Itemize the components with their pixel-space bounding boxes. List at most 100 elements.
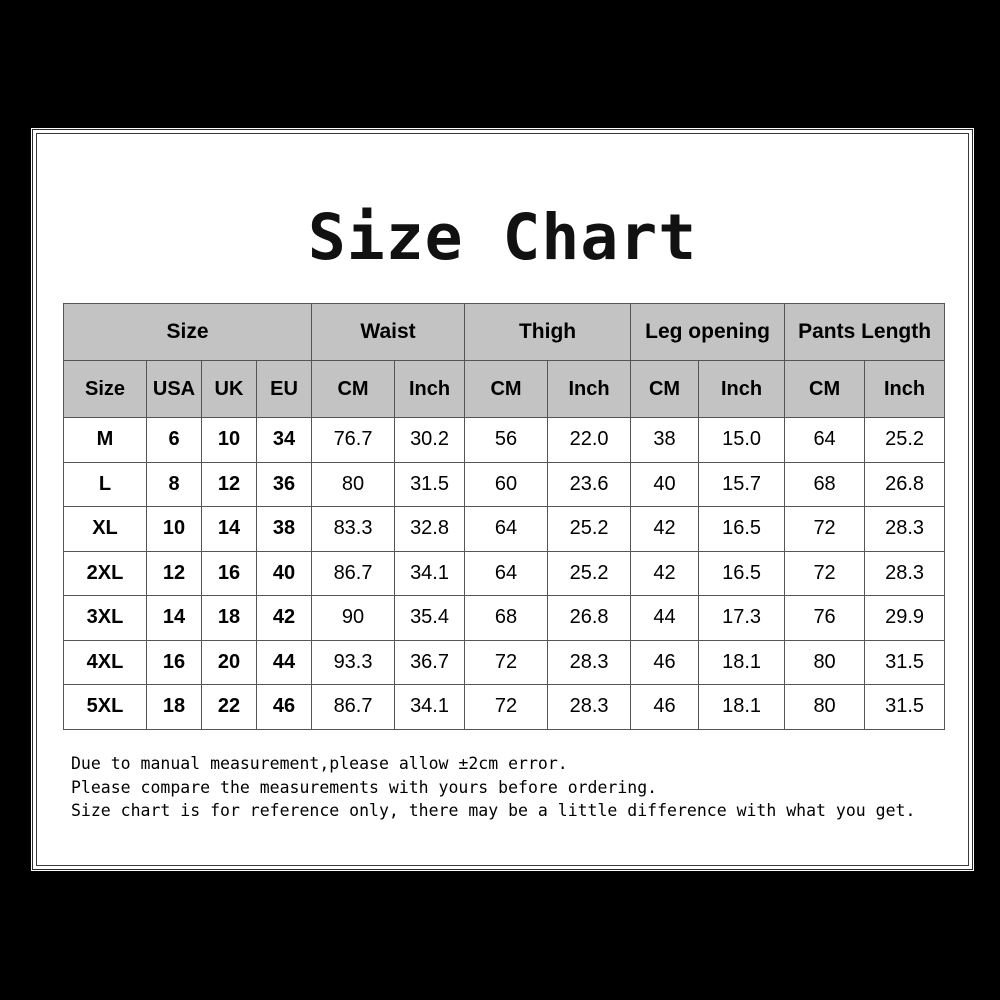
cell-leg-inch: 16.5 <box>698 506 786 552</box>
cell-size: 4XL <box>63 639 147 685</box>
cell-pants-inch: 26.8 <box>864 461 946 507</box>
page-title: Size Chart <box>307 201 698 274</box>
content-panel-inner: Size Chart Size Waist Thigh <box>36 133 969 866</box>
cell-eu: 40 <box>255 550 313 596</box>
cell-size: M <box>63 417 147 463</box>
cell-thigh-cm: 64 <box>464 506 549 552</box>
cell-leg-inch: 18.1 <box>698 684 786 730</box>
cell-waist-inch: 31.5 <box>394 461 466 507</box>
size-table: Size Waist Thigh Leg opening Pants Lengt… <box>62 303 946 730</box>
table-body: M 6 10 34 76.7 30.2 56 22.0 38 15.0 64 2… <box>63 417 946 730</box>
cell-thigh-cm: 68 <box>464 595 549 641</box>
group-header-waist: Waist <box>311 303 466 361</box>
cell-thigh-inch: 28.3 <box>547 639 632 685</box>
cell-leg-cm: 44 <box>630 595 700 641</box>
cell-usa: 6 <box>146 417 202 463</box>
cell-uk: 14 <box>201 506 257 552</box>
cell-uk: 22 <box>201 684 257 730</box>
cell-pants-cm: 80 <box>784 684 866 730</box>
group-header-row: Size Waist Thigh Leg opening Pants Lengt… <box>62 303 946 361</box>
cell-thigh-inch: 25.2 <box>547 506 632 552</box>
group-header-size: Size <box>62 303 313 361</box>
cell-waist-cm: 76.7 <box>311 417 396 463</box>
content-panel: Size Chart Size Waist Thigh <box>32 129 973 870</box>
cell-thigh-cm: 72 <box>464 684 549 730</box>
footnote-line-1: Due to manual measurement,please allow ±… <box>71 754 568 773</box>
cell-usa: 8 <box>146 461 202 507</box>
cell-usa: 12 <box>146 550 202 596</box>
cell-thigh-cm: 64 <box>464 550 549 596</box>
cell-uk: 18 <box>201 595 257 641</box>
cell-eu: 34 <box>255 417 313 463</box>
cell-thigh-inch: 28.3 <box>547 684 632 730</box>
cell-leg-cm: 42 <box>630 506 700 552</box>
cell-waist-inch: 30.2 <box>394 417 466 463</box>
table-row: 5XL 18 22 46 86.7 34.1 72 28.3 46 18.1 8… <box>63 684 946 730</box>
cell-size: XL <box>63 506 147 552</box>
cell-waist-inch: 32.8 <box>394 506 466 552</box>
footnote-block: Due to manual measurement,please allow ±… <box>71 752 961 823</box>
cell-size: L <box>63 461 147 507</box>
cell-thigh-inch: 23.6 <box>547 461 632 507</box>
cell-leg-cm: 46 <box>630 684 700 730</box>
sub-header-pants-inch: Inch <box>864 360 946 418</box>
cell-pants-cm: 72 <box>784 506 866 552</box>
cell-leg-inch: 15.0 <box>698 417 786 463</box>
table-row: L 8 12 36 80 31.5 60 23.6 40 15.7 68 26.… <box>63 461 946 507</box>
cell-usa: 14 <box>146 595 202 641</box>
cell-pants-inch: 28.3 <box>864 506 946 552</box>
cell-pants-inch: 31.5 <box>864 639 946 685</box>
cell-thigh-cm: 72 <box>464 639 549 685</box>
cell-pants-cm: 76 <box>784 595 866 641</box>
group-header-pants-length: Pants Length <box>784 303 946 361</box>
cell-size: 5XL <box>63 684 147 730</box>
cell-eu: 38 <box>255 506 313 552</box>
sub-header-pants-cm: CM <box>784 360 866 418</box>
cell-waist-cm: 90 <box>311 595 396 641</box>
cell-uk: 20 <box>201 639 257 685</box>
cell-size: 2XL <box>63 550 147 596</box>
sub-header-usa: USA <box>146 360 202 418</box>
sub-header-thigh-cm: CM <box>464 360 549 418</box>
cell-thigh-cm: 56 <box>464 417 549 463</box>
cell-usa: 16 <box>146 639 202 685</box>
cell-pants-inch: 25.2 <box>864 417 946 463</box>
group-header-thigh: Thigh <box>464 303 632 361</box>
table-row: XL 10 14 38 83.3 32.8 64 25.2 42 16.5 72… <box>63 506 946 552</box>
sub-header-eu: EU <box>255 360 313 418</box>
sub-header-row: Size USA UK EU CM Inch CM Inch CM Inch C… <box>63 360 946 418</box>
sub-header-size: Size <box>63 360 147 418</box>
cell-waist-inch: 36.7 <box>394 639 466 685</box>
cell-leg-cm: 42 <box>630 550 700 596</box>
cell-eu: 42 <box>255 595 313 641</box>
cell-usa: 10 <box>146 506 202 552</box>
cell-thigh-inch: 22.0 <box>547 417 632 463</box>
footnote-line-3: Size chart is for reference only, there … <box>71 801 916 820</box>
cell-waist-inch: 34.1 <box>394 550 466 596</box>
cell-thigh-inch: 25.2 <box>547 550 632 596</box>
sub-header-leg-inch: Inch <box>698 360 786 418</box>
sub-header-waist-inch: Inch <box>394 360 466 418</box>
size-table-container: Size Waist Thigh Leg opening Pants Lengt… <box>62 303 946 730</box>
cell-leg-inch: 15.7 <box>698 461 786 507</box>
cell-eu: 44 <box>255 639 313 685</box>
cell-pants-cm: 68 <box>784 461 866 507</box>
cell-leg-inch: 16.5 <box>698 550 786 596</box>
cell-pants-inch: 29.9 <box>864 595 946 641</box>
cell-leg-cm: 38 <box>630 417 700 463</box>
footnote-line-2: Please compare the measurements with you… <box>71 777 658 797</box>
cell-usa: 18 <box>146 684 202 730</box>
cell-uk: 10 <box>201 417 257 463</box>
table-head: Size Waist Thigh Leg opening Pants Lengt… <box>62 303 946 418</box>
table-row: 3XL 14 18 42 90 35.4 68 26.8 44 17.3 76 … <box>63 595 946 641</box>
sub-header-uk: UK <box>201 360 257 418</box>
cell-thigh-cm: 60 <box>464 461 549 507</box>
cell-pants-inch: 28.3 <box>864 550 946 596</box>
cell-pants-cm: 72 <box>784 550 866 596</box>
cell-leg-inch: 18.1 <box>698 639 786 685</box>
cell-waist-inch: 34.1 <box>394 684 466 730</box>
cell-eu: 36 <box>255 461 313 507</box>
cell-thigh-inch: 26.8 <box>547 595 632 641</box>
cell-size: 3XL <box>63 595 147 641</box>
